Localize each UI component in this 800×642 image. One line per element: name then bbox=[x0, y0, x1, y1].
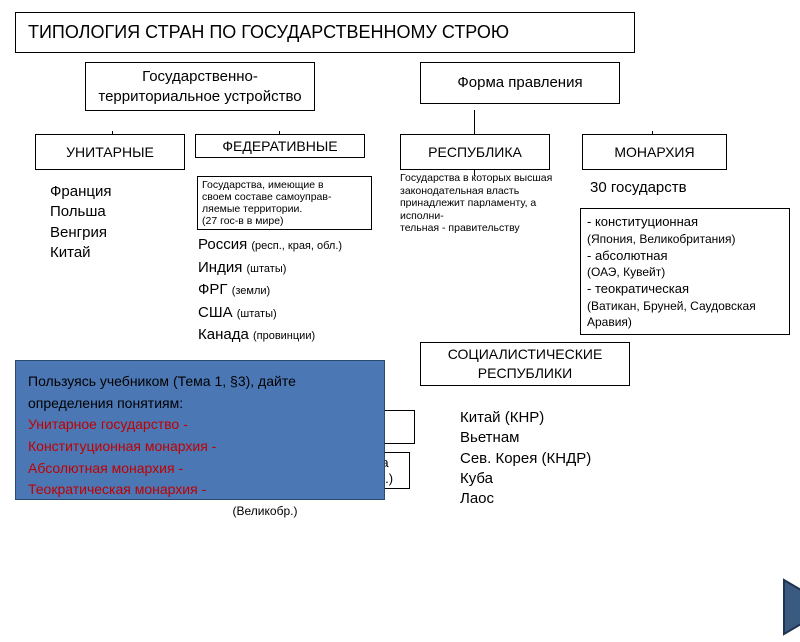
page-title: ТИПОЛОГИЯ СТРАН ПО ГОСУДАРСТВЕННОМУ СТРО… bbox=[15, 12, 635, 53]
federal-india: Индия bbox=[198, 259, 247, 276]
category-governance: Форма правления bbox=[420, 62, 620, 104]
monarchy-theocratic: - теократическая bbox=[587, 280, 783, 298]
task-term-4: Теократическая монархия - bbox=[28, 479, 372, 501]
federal-usa: США bbox=[198, 304, 237, 321]
task-term-3: Абсолютная монархия - bbox=[28, 458, 372, 480]
task-panel: Пользуясь учебником (Тема 1, §3), дайте … bbox=[15, 360, 385, 500]
federal-russia: Россия bbox=[198, 236, 251, 253]
federal-description: Государства, имеющие в своем составе сам… bbox=[197, 176, 372, 230]
monarchy-absolute: - абсолютная bbox=[587, 247, 783, 265]
federal-frg: ФРГ bbox=[198, 281, 232, 298]
federal-india-note: (штаты) bbox=[247, 263, 287, 275]
federal-canada-note: (провинции) bbox=[253, 330, 315, 342]
monarchy-theocratic-examples: (Ватикан, Бруней, Саудовская Аравия) bbox=[587, 298, 783, 330]
republic-description: Государства в которых высшая законодател… bbox=[400, 172, 560, 235]
task-term-1: Унитарное государство - bbox=[28, 414, 372, 436]
connector bbox=[474, 110, 475, 136]
monarchy-absolute-examples: (ОАЭ, Кувейт) bbox=[587, 264, 783, 280]
monarchy-count: 30 государств bbox=[590, 178, 687, 198]
task-term-2: Конституционная монархия - bbox=[28, 436, 372, 458]
subtype-unitary: УНИТАРНЫЕ bbox=[35, 134, 185, 170]
task-intro: Пользуясь учебником (Тема 1, §3), дайте … bbox=[28, 371, 372, 414]
federal-russia-note: (респ., края, обл.) bbox=[251, 240, 342, 252]
colony-gibraltar-note: (Великобр.) bbox=[205, 504, 325, 518]
federal-examples: Россия (респ., края, обл.) Индия (штаты)… bbox=[198, 234, 342, 347]
subtype-federal: ФЕДЕРАТИВНЫЕ bbox=[195, 134, 365, 158]
federal-canada: Канада bbox=[198, 326, 253, 343]
socialist-republics-list: Китай (КНР) Вьетнам Сев. Корея (КНДР) Ку… bbox=[460, 408, 591, 509]
monarchy-types: - конституционная (Япония, Великобритани… bbox=[580, 208, 790, 335]
socialist-republics-label: СОЦИАЛИСТИЧЕСКИЕ РЕСПУБЛИКИ bbox=[420, 342, 630, 386]
category-territorial: Государственно-территориальное устройств… bbox=[85, 62, 315, 111]
federal-usa-note: (штаты) bbox=[237, 308, 277, 320]
subtype-monarchy: МОНАРХИЯ bbox=[582, 134, 727, 170]
unitary-examples: Франция Польша Венгрия Китай bbox=[50, 182, 111, 263]
federal-frg-note: (земли) bbox=[232, 285, 271, 297]
monarchy-constitutional: - конституционная bbox=[587, 213, 783, 231]
monarchy-constitutional-examples: (Япония, Великобритания) bbox=[587, 231, 783, 247]
subtype-republic: РЕСПУБЛИКА bbox=[400, 134, 550, 170]
